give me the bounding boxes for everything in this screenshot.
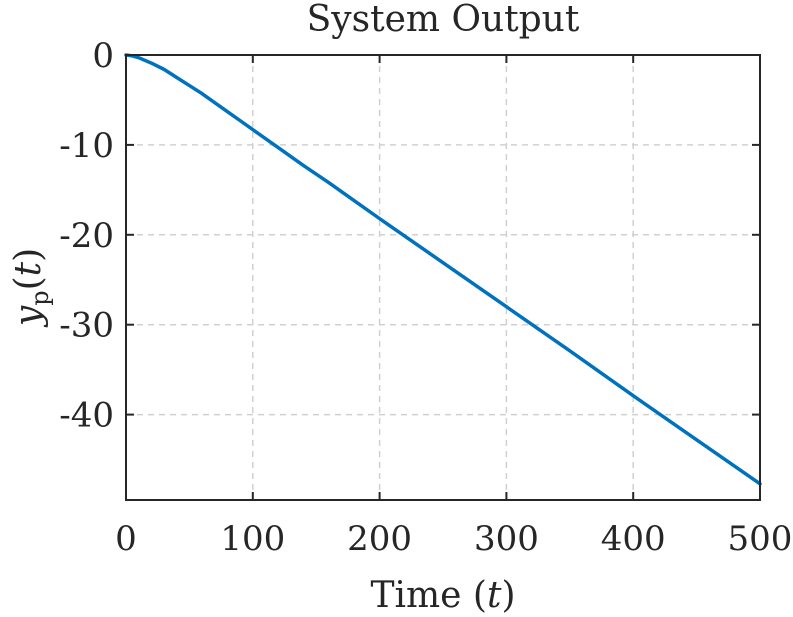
x-tick-label: 100 bbox=[220, 519, 285, 559]
x-tick-label: 0 bbox=[115, 519, 137, 559]
y-axis-label-sub: p bbox=[26, 290, 54, 305]
y-tick-label: -30 bbox=[59, 306, 114, 346]
chart-title: System Output bbox=[307, 0, 580, 40]
x-tick-label: 500 bbox=[728, 519, 793, 559]
ticks: 0 100 200 300 400 500 0 -10 -20 -30 -40 bbox=[59, 36, 792, 559]
y-axis-label-close: ) bbox=[8, 248, 49, 262]
y-axis-label-var: y bbox=[8, 305, 49, 328]
series-layer bbox=[124, 53, 762, 486]
x-axis-label-var: t bbox=[487, 575, 502, 616]
x-axis-label: Time (t) bbox=[371, 575, 516, 616]
y-axis-label: yp(t) bbox=[8, 248, 54, 328]
x-axis-label-prefix: Time ( bbox=[371, 575, 487, 616]
y-axis-label-arg: t bbox=[8, 261, 49, 276]
y-tick-label: 0 bbox=[92, 36, 114, 76]
y-tick-label: -40 bbox=[59, 396, 114, 436]
plot-frame bbox=[125, 54, 761, 501]
x-tick-label: 300 bbox=[474, 519, 539, 559]
grid bbox=[125, 54, 761, 500]
y-tick-label: -10 bbox=[59, 126, 114, 166]
y-axis-label-open: ( bbox=[8, 276, 49, 290]
x-axis-label-suffix: ) bbox=[501, 575, 515, 616]
x-tick-label: 400 bbox=[601, 519, 666, 559]
x-tick-label: 200 bbox=[347, 519, 412, 559]
series-line bbox=[124, 53, 762, 486]
y-tick-label: -20 bbox=[59, 216, 114, 256]
